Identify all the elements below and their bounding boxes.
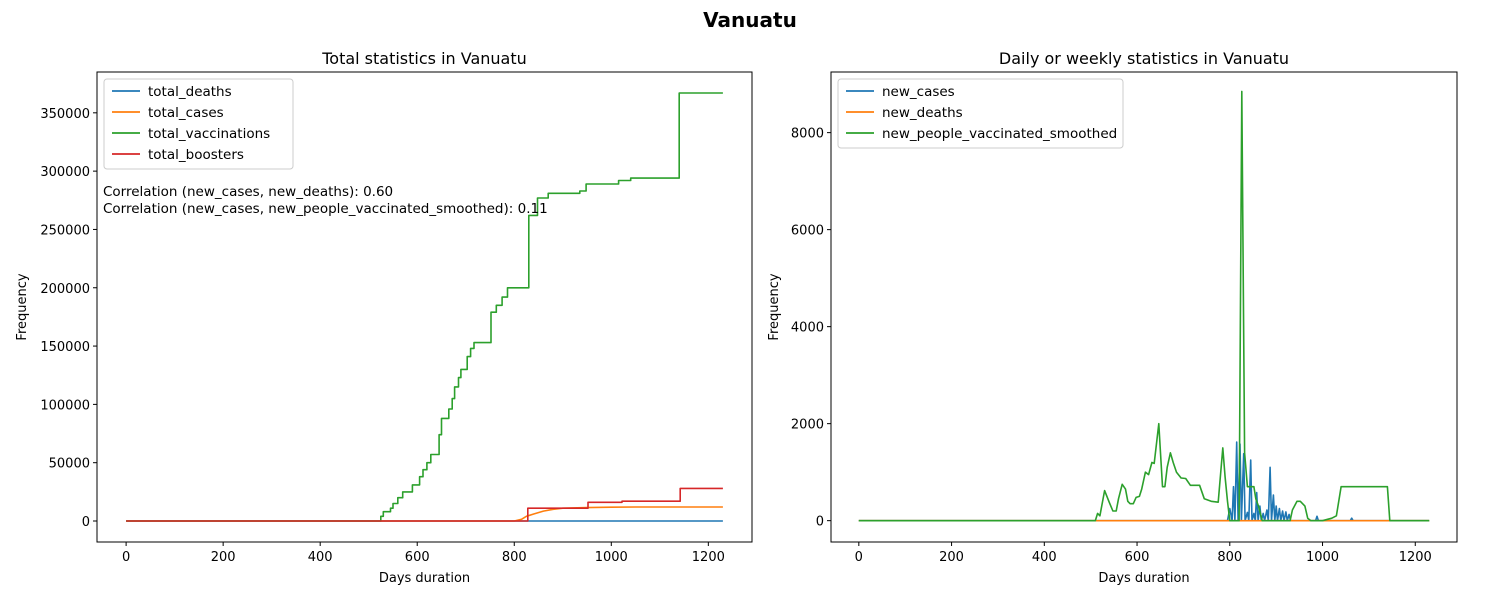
series-line-total_vaccinations xyxy=(126,92,723,522)
y-tick-label: 0 xyxy=(82,515,90,530)
y-tick-label: 50000 xyxy=(49,457,90,472)
x-tick-label: 200 xyxy=(939,550,964,565)
legend-label: new_cases xyxy=(882,84,955,100)
x-tick-label: 1000 xyxy=(1306,550,1339,565)
legend-label: new_people_vaccinated_smoothed xyxy=(882,126,1117,142)
figure-title: Vanuatu xyxy=(703,8,797,32)
x-tick-label: 1200 xyxy=(692,550,725,565)
y-tick-label: 6000 xyxy=(791,224,824,239)
chart-title: Daily or weekly statistics in Vanuatu xyxy=(999,49,1289,68)
axes-frame xyxy=(96,71,753,543)
legend-label: total_deaths xyxy=(148,84,232,100)
series-group xyxy=(858,90,1430,522)
y-tick-label: 4000 xyxy=(791,321,824,336)
chart-1: Total statistics in Vanuatu 0 200 400 600 800… xyxy=(15,49,753,586)
x-axis-label: Days duration xyxy=(1098,571,1189,586)
legend-label: total_cases xyxy=(148,105,224,121)
x-tick-label: 800 xyxy=(502,550,527,565)
x-tick-label: 0 xyxy=(855,550,863,565)
legend-label: total_boosters xyxy=(148,147,244,163)
y-axis-label: Frequency xyxy=(767,273,782,340)
x-tick-label: 0 xyxy=(122,550,130,565)
y-tick-label: 100000 xyxy=(40,398,90,413)
legend: new_cases new_deaths new_people_vaccinated… xyxy=(837,78,1124,149)
y-tick-label: 2000 xyxy=(791,418,824,433)
series-line-total_cases xyxy=(126,506,723,522)
y-tick-label: 250000 xyxy=(40,223,90,238)
x-tick-label: 400 xyxy=(308,550,333,565)
x-tick-label: 600 xyxy=(1125,550,1150,565)
y-tick-label: 150000 xyxy=(40,340,90,355)
series-group xyxy=(126,92,723,522)
x-tick-label: 600 xyxy=(405,550,430,565)
x-tick-label: 400 xyxy=(1032,550,1057,565)
y-tick-label: 300000 xyxy=(40,165,90,180)
y-tick-label: 8000 xyxy=(791,127,824,142)
axes-frame xyxy=(830,71,1458,543)
legend-label: total_vaccinations xyxy=(148,126,270,142)
correlation-annotation: Correlation (new_cases, new_deaths): 0.6… xyxy=(103,184,393,200)
y-tick-label: 0 xyxy=(816,515,824,530)
x-tick-label: 1200 xyxy=(1399,550,1432,565)
x-axis-label: Days duration xyxy=(379,571,470,586)
legend-box xyxy=(103,78,294,170)
y-axis-label: Frequency xyxy=(15,273,30,340)
chart-title: Total statistics in Vanuatu xyxy=(321,49,527,68)
x-tick-label: 800 xyxy=(1217,550,1242,565)
legend: total_deaths total_cases total_vaccination… xyxy=(103,78,294,170)
legend-label: new_deaths xyxy=(882,105,963,121)
correlation-annotation: Correlation (new_cases, new_people_vacci… xyxy=(103,201,548,217)
chart-2: Daily or weekly statistics in Vanuatu 0 20… xyxy=(767,49,1458,586)
y-tick-label: 200000 xyxy=(40,282,90,297)
y-tick-label: 350000 xyxy=(40,107,90,122)
series-line-new_people_vaccinated_smoothed xyxy=(858,90,1430,522)
legend-box xyxy=(837,78,1124,149)
x-tick-label: 1000 xyxy=(595,550,628,565)
x-tick-label: 200 xyxy=(211,550,236,565)
series-line-total_boosters xyxy=(126,487,723,522)
